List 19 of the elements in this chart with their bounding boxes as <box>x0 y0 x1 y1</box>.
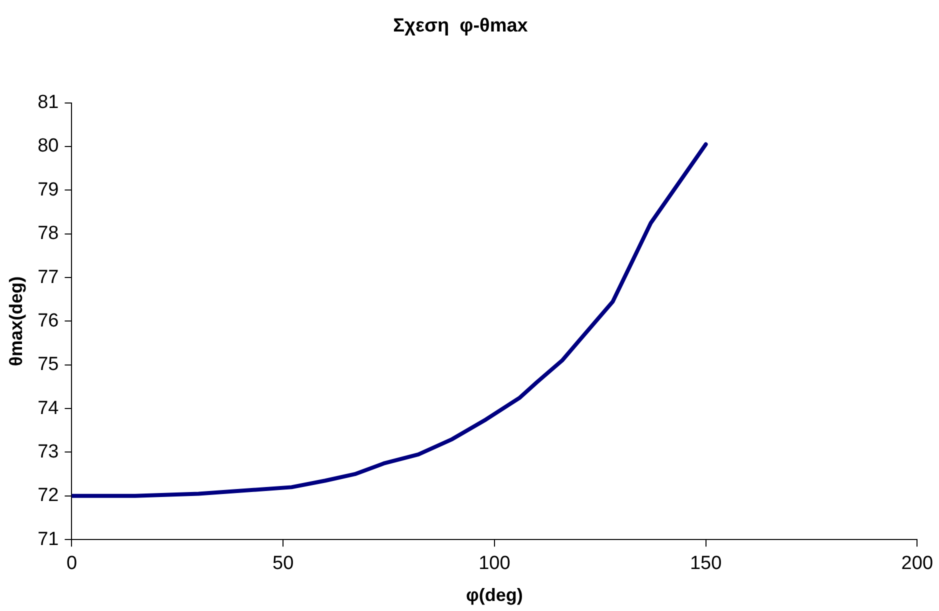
x-axis-title: φ(deg) <box>466 585 523 606</box>
y-tick-label: 73 <box>38 441 59 462</box>
y-tick-label: 77 <box>38 266 59 288</box>
y-tick-label: 72 <box>38 485 59 506</box>
y-tick-label: 80 <box>38 136 59 157</box>
y-tick-label: 71 <box>38 528 59 550</box>
y-tick-label: 74 <box>38 398 60 419</box>
y-tick-label: 75 <box>38 354 59 376</box>
y-tick-label: 81 <box>38 92 59 114</box>
y-tick-label: 78 <box>38 223 59 244</box>
x-tick-label: 200 <box>901 553 933 574</box>
x-tick-label: 50 <box>272 553 294 574</box>
y-tick-label: 76 <box>38 310 59 332</box>
chart-title: Σχεση φ-θmax <box>393 16 528 37</box>
x-tick-label: 150 <box>690 553 722 574</box>
y-axis-title: θmax(deg) <box>6 276 26 366</box>
x-tick-label: 0 <box>66 553 78 574</box>
y-tick-label: 79 <box>38 179 59 200</box>
x-tick-label: 100 <box>478 553 510 574</box>
